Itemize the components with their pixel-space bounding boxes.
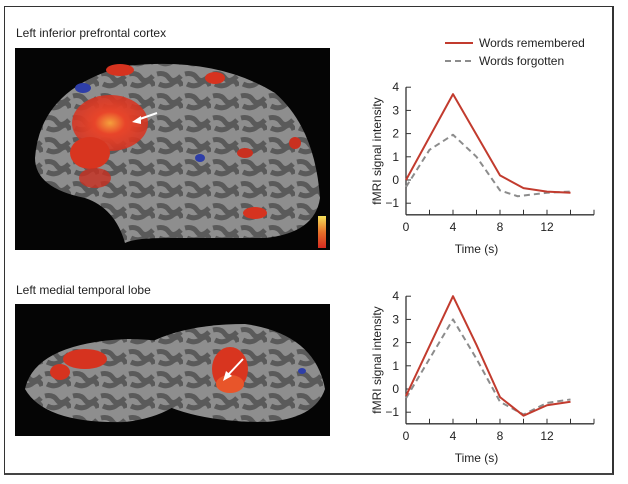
line-chart-temporal: 4 3 2 1 0 −1 0 4 8 12 Time (s) fMRI signal intensit… [370, 289, 595, 465]
x-tick-label: 12 [540, 429, 554, 443]
y-axis-label: fMRI signal intensity [370, 306, 384, 413]
y-tick-label: 3 [392, 103, 399, 117]
x-tick-label: 0 [403, 429, 410, 443]
legend-item-remembered: Words remembered [445, 36, 585, 50]
line-chart-prefrontal: 4 3 2 1 0 −1 0 4 8 12 Time (s) fMRI signal intensit… [370, 80, 595, 256]
brain-image-temporal [15, 304, 330, 436]
x-tick-label: 4 [450, 429, 457, 443]
y-tick-label: 0 [392, 382, 399, 396]
y-tick-label: 3 [392, 312, 399, 326]
x-tick-label: 8 [497, 220, 504, 234]
x-tick-label: 8 [497, 429, 504, 443]
series-forgotten [405, 133, 571, 198]
x-tick-label: 0 [403, 220, 410, 234]
y-tick-label: 4 [392, 289, 399, 303]
y-tick-label: 4 [392, 80, 399, 94]
panel-title-prefrontal: Left inferior prefrontal cortex [16, 26, 167, 40]
x-axis-label: Time (s) [455, 242, 499, 256]
x-axis-label: Time (s) [455, 451, 499, 465]
series-remembered [405, 295, 571, 417]
y-tick-label: 1 [392, 359, 399, 373]
x-tick-label: 12 [540, 220, 554, 234]
series-forgotten [405, 318, 571, 416]
y-tick-label: −1 [385, 405, 399, 419]
brain-image-prefrontal [15, 48, 330, 250]
colorbar [318, 216, 326, 248]
series-remembered [405, 93, 571, 194]
y-axis-label: fMRI signal intensity [370, 97, 384, 204]
y-tick-label: 1 [392, 150, 399, 164]
y-tick-label: 0 [392, 173, 399, 187]
legend-item-forgotten: Words forgotten [445, 54, 565, 68]
y-tick-label: 2 [392, 336, 399, 350]
x-tick-label: 4 [450, 220, 457, 234]
chart-legend: Words remembered Words forgotten [445, 34, 585, 70]
y-tick-label: 2 [392, 127, 399, 141]
y-tick-label: −1 [385, 196, 399, 210]
panel-title-temporal: Left medial temporal lobe [16, 283, 151, 297]
